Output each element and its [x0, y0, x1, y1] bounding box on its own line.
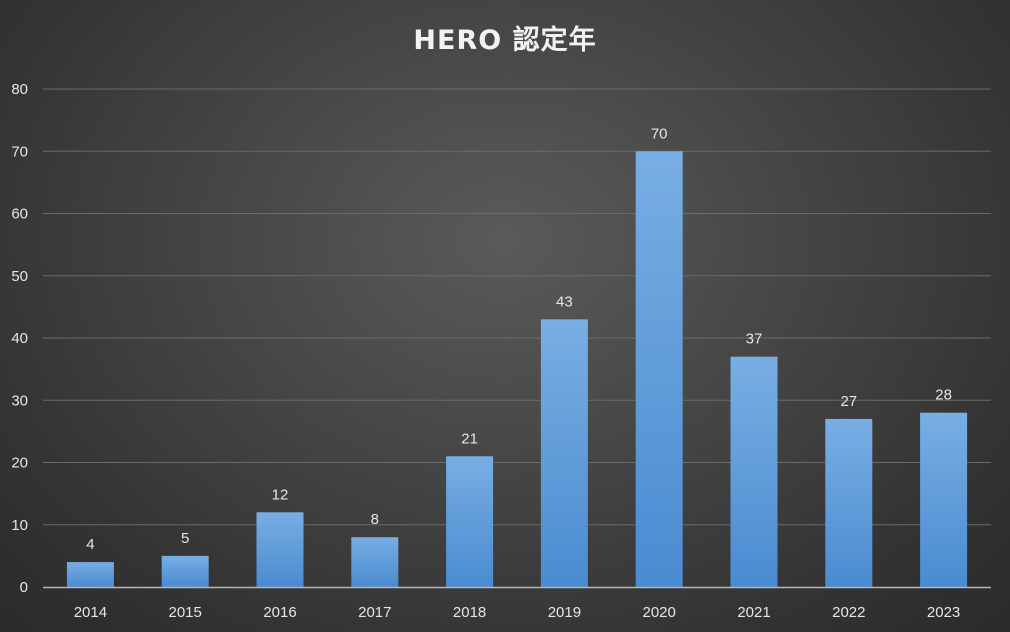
data-label-2018: 21	[461, 430, 478, 447]
y-tick-label: 70	[11, 143, 28, 160]
x-tick-label: 2023	[927, 604, 960, 621]
bar-2022	[825, 418, 873, 587]
x-axis: 2014 2015 2016 2017 2018 2019 2020 2021 2022 2023	[43, 586, 991, 621]
x-tick-label: 2016	[263, 604, 296, 621]
y-tick-label: 40	[11, 330, 28, 347]
bar-2015	[161, 555, 209, 587]
x-tick-label: 2015	[169, 604, 202, 621]
x-tick-label: 2020	[643, 604, 676, 621]
bar-2014	[66, 562, 114, 587]
data-label-2017: 8	[371, 511, 379, 528]
y-tick-label: 50	[11, 268, 28, 285]
bar-2017	[351, 537, 399, 587]
data-label-2022: 27	[840, 393, 857, 410]
y-axis: 0 10 20 30 40 50 60 70 80	[11, 81, 28, 596]
data-label-2014: 4	[86, 536, 94, 553]
data-label-2020: 70	[651, 125, 668, 142]
bar-2023	[920, 412, 968, 587]
data-label-2021: 37	[746, 331, 763, 348]
bar-2019	[540, 319, 588, 587]
x-tick-label: 2021	[737, 604, 770, 621]
y-tick-label: 60	[11, 206, 28, 223]
data-label-2023: 28	[935, 387, 952, 404]
x-tick-label: 2019	[548, 604, 581, 621]
x-tick-label: 2018	[453, 604, 486, 621]
x-tick-label: 2022	[832, 604, 865, 621]
data-labels: 4 5 12 8 21 43 70 37 27 28	[86, 125, 952, 553]
bar-2016	[256, 512, 304, 587]
gridlines	[43, 88, 991, 526]
x-tick-label: 2014	[74, 604, 107, 621]
x-tick-label: 2017	[358, 604, 391, 621]
y-tick-label: 30	[11, 392, 28, 409]
y-tick-label: 10	[11, 517, 28, 534]
bars	[66, 151, 968, 587]
bar-2020	[635, 151, 683, 587]
data-label-2015: 5	[181, 530, 189, 547]
y-tick-label: 20	[11, 455, 28, 472]
bar-2021	[730, 356, 778, 587]
data-label-2019: 43	[556, 293, 573, 310]
bar-2018	[446, 456, 494, 587]
y-tick-label: 80	[11, 81, 28, 98]
chart-title: HERO 認定年	[413, 25, 597, 56]
y-tick-label: 0	[20, 579, 28, 596]
data-label-2016: 12	[272, 486, 289, 503]
